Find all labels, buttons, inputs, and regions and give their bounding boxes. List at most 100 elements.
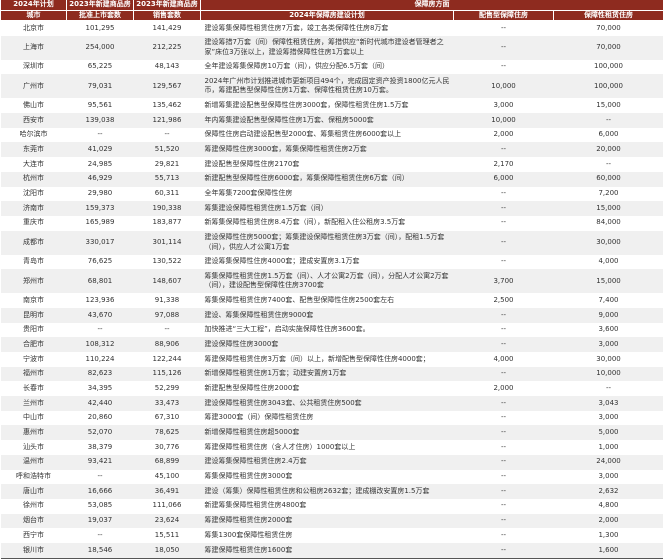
plan-cell: 全年建设筹集保障房10万套（间），供应分配6.5万套（间）: [204, 62, 390, 71]
approved-cell: 139,038: [66, 113, 134, 128]
city-cell: 长春市: [23, 383, 44, 392]
allotment-cell: --: [500, 218, 507, 227]
rental-cell: 9,000: [553, 307, 663, 323]
header-sales-top: 2023年新建商品房: [133, 0, 201, 11]
allotment-cell: --: [453, 35, 554, 60]
city-cell: 东莞市: [0, 142, 67, 158]
plan-cell: 筹集1300套保障性租赁住房: [204, 530, 293, 539]
table-row: 佛山市 95,561 135,462 新增筹集建设配售型保障性住房3000套，保障性租…: [1, 98, 663, 113]
plan-cell: 新增保障性租赁住房超5000套: [200, 425, 454, 441]
sales-cell: 301,114: [133, 230, 201, 255]
rental-cell: --: [553, 113, 663, 128]
rental-cell: 3,043: [553, 396, 663, 411]
rental-cell: 3,600: [598, 325, 619, 334]
table-row: 昆明市 43,670 97,088 建设、筹集保障性租赁住房9000套 -- 9,000: [0, 307, 663, 323]
allotment-cell: --: [453, 307, 554, 323]
city-cell: 北京市: [23, 23, 44, 32]
table-row: 合肥市 108,312 88,906 建设保障性住房3000套 -- 3,000: [0, 337, 663, 352]
city-cell: 济南市: [0, 201, 67, 216]
sales-cell: --: [164, 325, 170, 334]
allotment-cell: 3,000: [493, 100, 514, 109]
plan-cell: 建设筹集保障性租赁住房2.4万套: [200, 454, 454, 470]
table-row: 成都市 330,017 301,114 建设保障性住房5000套；筹集建设保障性租赁住…: [0, 230, 663, 255]
allotment-cell: 10,000: [453, 74, 554, 99]
plan-cell: 建设保障性租赁住房3043套、公共租赁住房500套: [200, 396, 454, 411]
rental-cell: 4,800: [598, 501, 619, 510]
plan-cell: 建设配售型保障性住房2170套: [204, 159, 300, 168]
rental-cell: 3,000: [598, 472, 619, 481]
allotment-cell: --: [500, 257, 507, 266]
plan-cell: 筹建保障性住房3000套，筹集保障性租赁住房2万套: [200, 142, 454, 158]
rental-cell: 7,400: [598, 295, 619, 304]
city-cell: 广州市: [0, 74, 67, 99]
rental-cell: 100,000: [594, 62, 623, 71]
city-cell: 大连市: [23, 159, 44, 168]
city-cell: 烟台市: [0, 513, 67, 529]
city-cell: 深圳市: [23, 62, 44, 71]
allotment-cell: 2,170: [493, 159, 514, 168]
approved-cell: 53,085: [87, 501, 113, 510]
city-cell: 汕头市: [23, 442, 44, 451]
plan-cell: 筹集保障性租赁住房7400套、配售型保障性住房2500套左右: [204, 295, 395, 304]
plan-cell: 保障性住房启动建设配售型2000套、筹集租赁住房6000套以上: [204, 130, 402, 139]
approved-cell: 24,985: [87, 159, 113, 168]
allotment-cell: 3,700: [453, 269, 554, 294]
rental-cell: 15,000: [553, 269, 663, 294]
rental-cell: 2,000: [553, 513, 663, 529]
sales-cell: 55,713: [133, 171, 201, 187]
header-sales: 销售套数: [133, 10, 201, 21]
table-row: 西宁市 -- 15,511 筹集1300套保障性租赁住房 -- 1,300: [1, 528, 663, 543]
sales-cell: 111,066: [152, 501, 182, 510]
rental-cell: 24,000: [553, 454, 663, 470]
rental-cell: 15,000: [553, 201, 663, 216]
sales-cell: 91,338: [154, 295, 180, 304]
table-row: 温州市 93,421 68,899 建设筹集保障性租赁住房2.4万套 -- 24,000: [0, 454, 663, 470]
rental-cell: 1,000: [598, 442, 619, 451]
allotment-cell: 10,000: [453, 113, 554, 128]
city-cell: 唐山市: [0, 484, 67, 499]
table-row: 深圳市 65,225 48,143 全年建设筹集保障房10万套（间），供应分配6.5万…: [1, 60, 663, 75]
table-row: 中山市 20,860 67,310 筹建3000套（间）保障性租赁住房 -- 3,000: [1, 411, 663, 426]
plan-cell: 2024年广州市计划推进城市更新项目494个，完成固定资产投资1800亿元人民币…: [200, 74, 454, 99]
city-cell: 西安市: [0, 113, 67, 128]
rental-cell: 30,000: [596, 354, 621, 363]
rental-cell: 6,000: [598, 130, 619, 139]
plan-cell: 筹建保障性租赁住房2000套: [200, 513, 454, 529]
approved-cell: 16,666: [66, 484, 134, 499]
table-row: 广州市 79,031 129,567 2024年广州市计划推进城市更新项目494个，完…: [0, 74, 663, 99]
city-cell: 惠州市: [0, 425, 67, 441]
sales-cell: 30,776: [154, 442, 180, 451]
allotment-cell: --: [453, 425, 554, 441]
header-city-top: 2024年计划: [0, 0, 67, 11]
sales-cell: 129,567: [133, 74, 201, 99]
rental-cell: 3,000: [553, 337, 663, 352]
header-group: 保障房方面: [200, 0, 663, 11]
approved-cell: 18,546: [66, 542, 134, 559]
plan-cell: 建设筹措7万套（间）保障性租赁住房，筹措供应“新时代城市建设者管理者之家”床位3…: [200, 35, 454, 60]
approved-cell: 82,623: [66, 366, 134, 382]
city-cell: 郑州市: [0, 269, 67, 294]
allotment-cell: --: [500, 325, 507, 334]
allotment-cell: --: [500, 501, 507, 510]
city-cell: 温州市: [0, 454, 67, 470]
header-plan: 2024年保障房建设计划: [200, 10, 454, 21]
rental-cell: 7,200: [598, 189, 619, 198]
table-row: 重庆市 165,989 183,877 新筹集保障性租赁住房8.4万套（间），新配租入…: [1, 216, 663, 231]
allotment-cell: --: [453, 513, 554, 529]
sales-cell: 48,143: [154, 62, 180, 71]
city-cell: 徐州市: [23, 501, 44, 510]
table-row: 西安市 139,038 121,986 年内筹集建设配售型保障性住房1万套、保租房50…: [0, 113, 663, 128]
allotment-cell: --: [453, 396, 554, 411]
city-cell: 银川市: [0, 542, 67, 559]
table-row: 沈阳市 29,980 60,311 全年筹集7200套保障性住房 -- 7,200: [1, 187, 663, 202]
allotment-cell: --: [500, 472, 507, 481]
approved-cell: 19,037: [66, 513, 134, 529]
approved-cell: 34,395: [87, 383, 113, 392]
city-cell: 呼和浩特市: [16, 472, 51, 481]
table-row: 惠州市 52,070 78,625 新增保障性租赁住房超5000套 -- 5,000: [0, 425, 663, 441]
sales-cell: 130,522: [152, 257, 182, 266]
plan-cell: 新筹集保障性租赁住房8.4万套（间），新配租入住公租房3.5万套: [204, 218, 406, 227]
city-cell: 兰州市: [0, 396, 67, 411]
rental-cell: 1,600: [553, 542, 663, 559]
approved-cell: --: [97, 530, 103, 539]
